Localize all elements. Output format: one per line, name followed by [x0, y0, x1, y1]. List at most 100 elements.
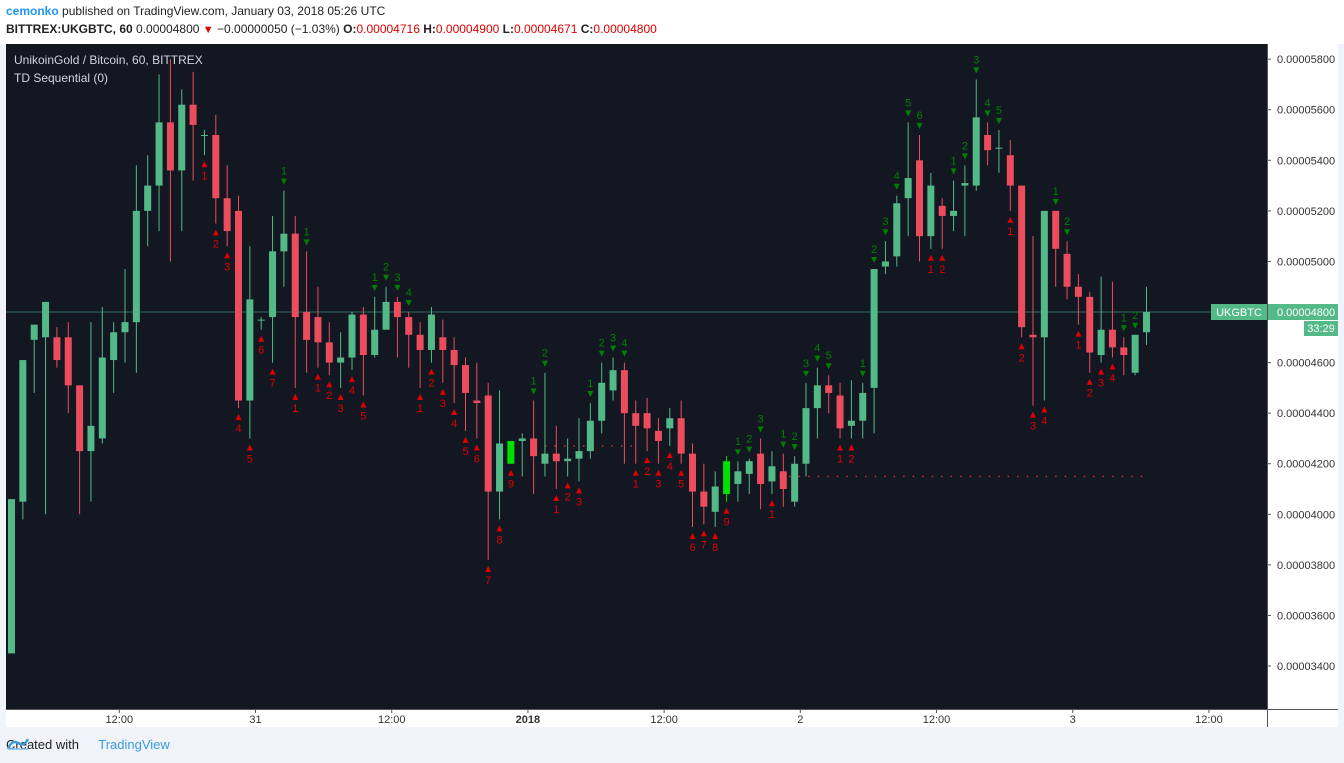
- buy-setup-count: 4: [349, 385, 355, 397]
- candle-body: [666, 418, 674, 429]
- buy-setup-count: 4: [451, 418, 457, 430]
- candle-body: [620, 370, 628, 414]
- candle-body: [836, 395, 844, 429]
- buy-setup-arrow: [723, 507, 730, 514]
- sell-setup-count: 4: [985, 97, 991, 109]
- candle-body: [53, 337, 61, 361]
- buy-setup-arrow: [326, 381, 333, 388]
- sell-setup-arrow: [1052, 198, 1059, 205]
- candle-body: [972, 117, 980, 186]
- sell-setup-arrow: [893, 183, 900, 190]
- sell-setup-arrow: [405, 300, 412, 307]
- publish-header: cemonko published on TradingView.com, Ja…: [0, 0, 1344, 44]
- buy-setup-count: 2: [644, 466, 650, 478]
- time-axis: [6, 709, 1267, 727]
- low-label: L:: [502, 22, 514, 36]
- candle-body: [235, 210, 242, 401]
- high-label: H:: [423, 22, 436, 36]
- sell-setup-count: 1: [780, 429, 786, 441]
- buy-setup-count: 7: [485, 575, 491, 587]
- sell-setup-arrow: [1120, 325, 1127, 332]
- buy-setup-count: 9: [508, 479, 514, 491]
- candlestick-chart[interactable]: 0.00005800 0.00005600 0.00005400 0.00005200…: [6, 44, 1338, 727]
- buy-setup-arrow: [1098, 368, 1105, 375]
- sell-setup-count: 1: [281, 166, 287, 178]
- sell-setup-arrow: [905, 110, 912, 117]
- candle-body: [155, 122, 163, 186]
- sell-setup-arrow: [280, 178, 287, 185]
- buy-setup-count: 1: [292, 403, 298, 415]
- tradingview-link[interactable]: TradingView: [98, 737, 170, 752]
- candle-body: [462, 365, 469, 393]
- buy-setup-count: 2: [848, 453, 854, 465]
- sell-setup-arrow: [984, 110, 991, 117]
- candle-body: [643, 413, 651, 429]
- buy-setup-count: 5: [462, 446, 468, 458]
- candle-body: [110, 332, 118, 361]
- candle-body: [1052, 210, 1060, 249]
- sell-setup-arrow: [734, 449, 741, 456]
- y-tick-label: 0.00003800: [1277, 560, 1335, 572]
- buy-setup-count: 6: [474, 453, 480, 465]
- buy-setup-arrow: [564, 482, 571, 489]
- candle-body: [1097, 329, 1105, 356]
- candle-body: [1120, 347, 1128, 356]
- sell-setup-count: 1: [950, 156, 956, 168]
- buy-setup-arrow: [439, 388, 446, 395]
- sell-setup-arrow: [950, 168, 957, 175]
- sell-setup-count: 2: [383, 262, 389, 274]
- buy-setup-arrow: [292, 393, 299, 400]
- buy-setup-count: 3: [440, 398, 446, 410]
- sell-setup-count: 1: [735, 436, 741, 448]
- sell-setup-count: 2: [1132, 310, 1138, 322]
- buy-setup-count: 4: [667, 461, 673, 473]
- candle-body: [1086, 296, 1094, 353]
- close-value: 0.00004800: [593, 22, 657, 36]
- candle-body: [586, 420, 594, 452]
- candle-body: [450, 349, 458, 366]
- buy-setup-count: 5: [678, 479, 684, 491]
- buy-setup-arrow: [689, 532, 696, 539]
- footer: Created with TradingView: [6, 737, 170, 752]
- buy-setup-count: 3: [576, 496, 582, 508]
- y-tick-label: 0.00004400: [1277, 408, 1335, 420]
- candle-body: [791, 463, 799, 502]
- buy-setup-count: 2: [939, 264, 945, 276]
- buy-setup-arrow: [201, 161, 208, 168]
- x-tick-label: 12:00: [650, 714, 678, 726]
- buy-setup-arrow: [768, 500, 775, 507]
- buy-setup-count: 6: [258, 345, 264, 357]
- buy-setup-arrow: [349, 376, 355, 383]
- buy-setup-arrow: [269, 368, 276, 375]
- buy-setup-arrow: [212, 229, 219, 236]
- symbol-line: BITTREX:UKGBTC, 60: [6, 22, 133, 36]
- buy-setup-arrow: [451, 409, 458, 416]
- buy-setup-count: 5: [360, 410, 366, 422]
- candle-body: [98, 357, 106, 439]
- x-tick-label: 12:00: [106, 714, 134, 726]
- y-tick-label: 0.00005200: [1277, 206, 1335, 218]
- candle-body: [76, 385, 84, 452]
- buy-setup-count: 1: [417, 403, 423, 415]
- chart-container[interactable]: 0.00005800 0.00005600 0.00005400 0.00005200…: [6, 44, 1338, 727]
- y-tick-label: 0.00005400: [1277, 155, 1335, 167]
- sell-setup-arrow: [610, 345, 617, 352]
- candle-body: [42, 301, 50, 338]
- candle-body: [518, 438, 526, 441]
- buy-setup-count: 1: [769, 509, 775, 521]
- author-link[interactable]: cemonko: [6, 4, 59, 18]
- candle-body: [802, 408, 810, 464]
- buy-setup-arrow: [632, 469, 639, 476]
- sell-setup-count: 2: [542, 348, 548, 360]
- x-tick-label: 31: [249, 714, 261, 726]
- candle-body: [961, 183, 969, 186]
- indicator-name: TD Sequential (0): [14, 71, 108, 85]
- candle-body: [178, 104, 186, 171]
- buy-setup-count: 8: [712, 542, 718, 554]
- candle-body: [1006, 155, 1014, 186]
- buy-setup-count: 6: [689, 542, 695, 554]
- buy-setup-arrow: [224, 252, 231, 259]
- sell-setup-count: 3: [882, 216, 888, 228]
- candle-body: [745, 461, 753, 474]
- sell-setup-count: 1: [587, 378, 593, 390]
